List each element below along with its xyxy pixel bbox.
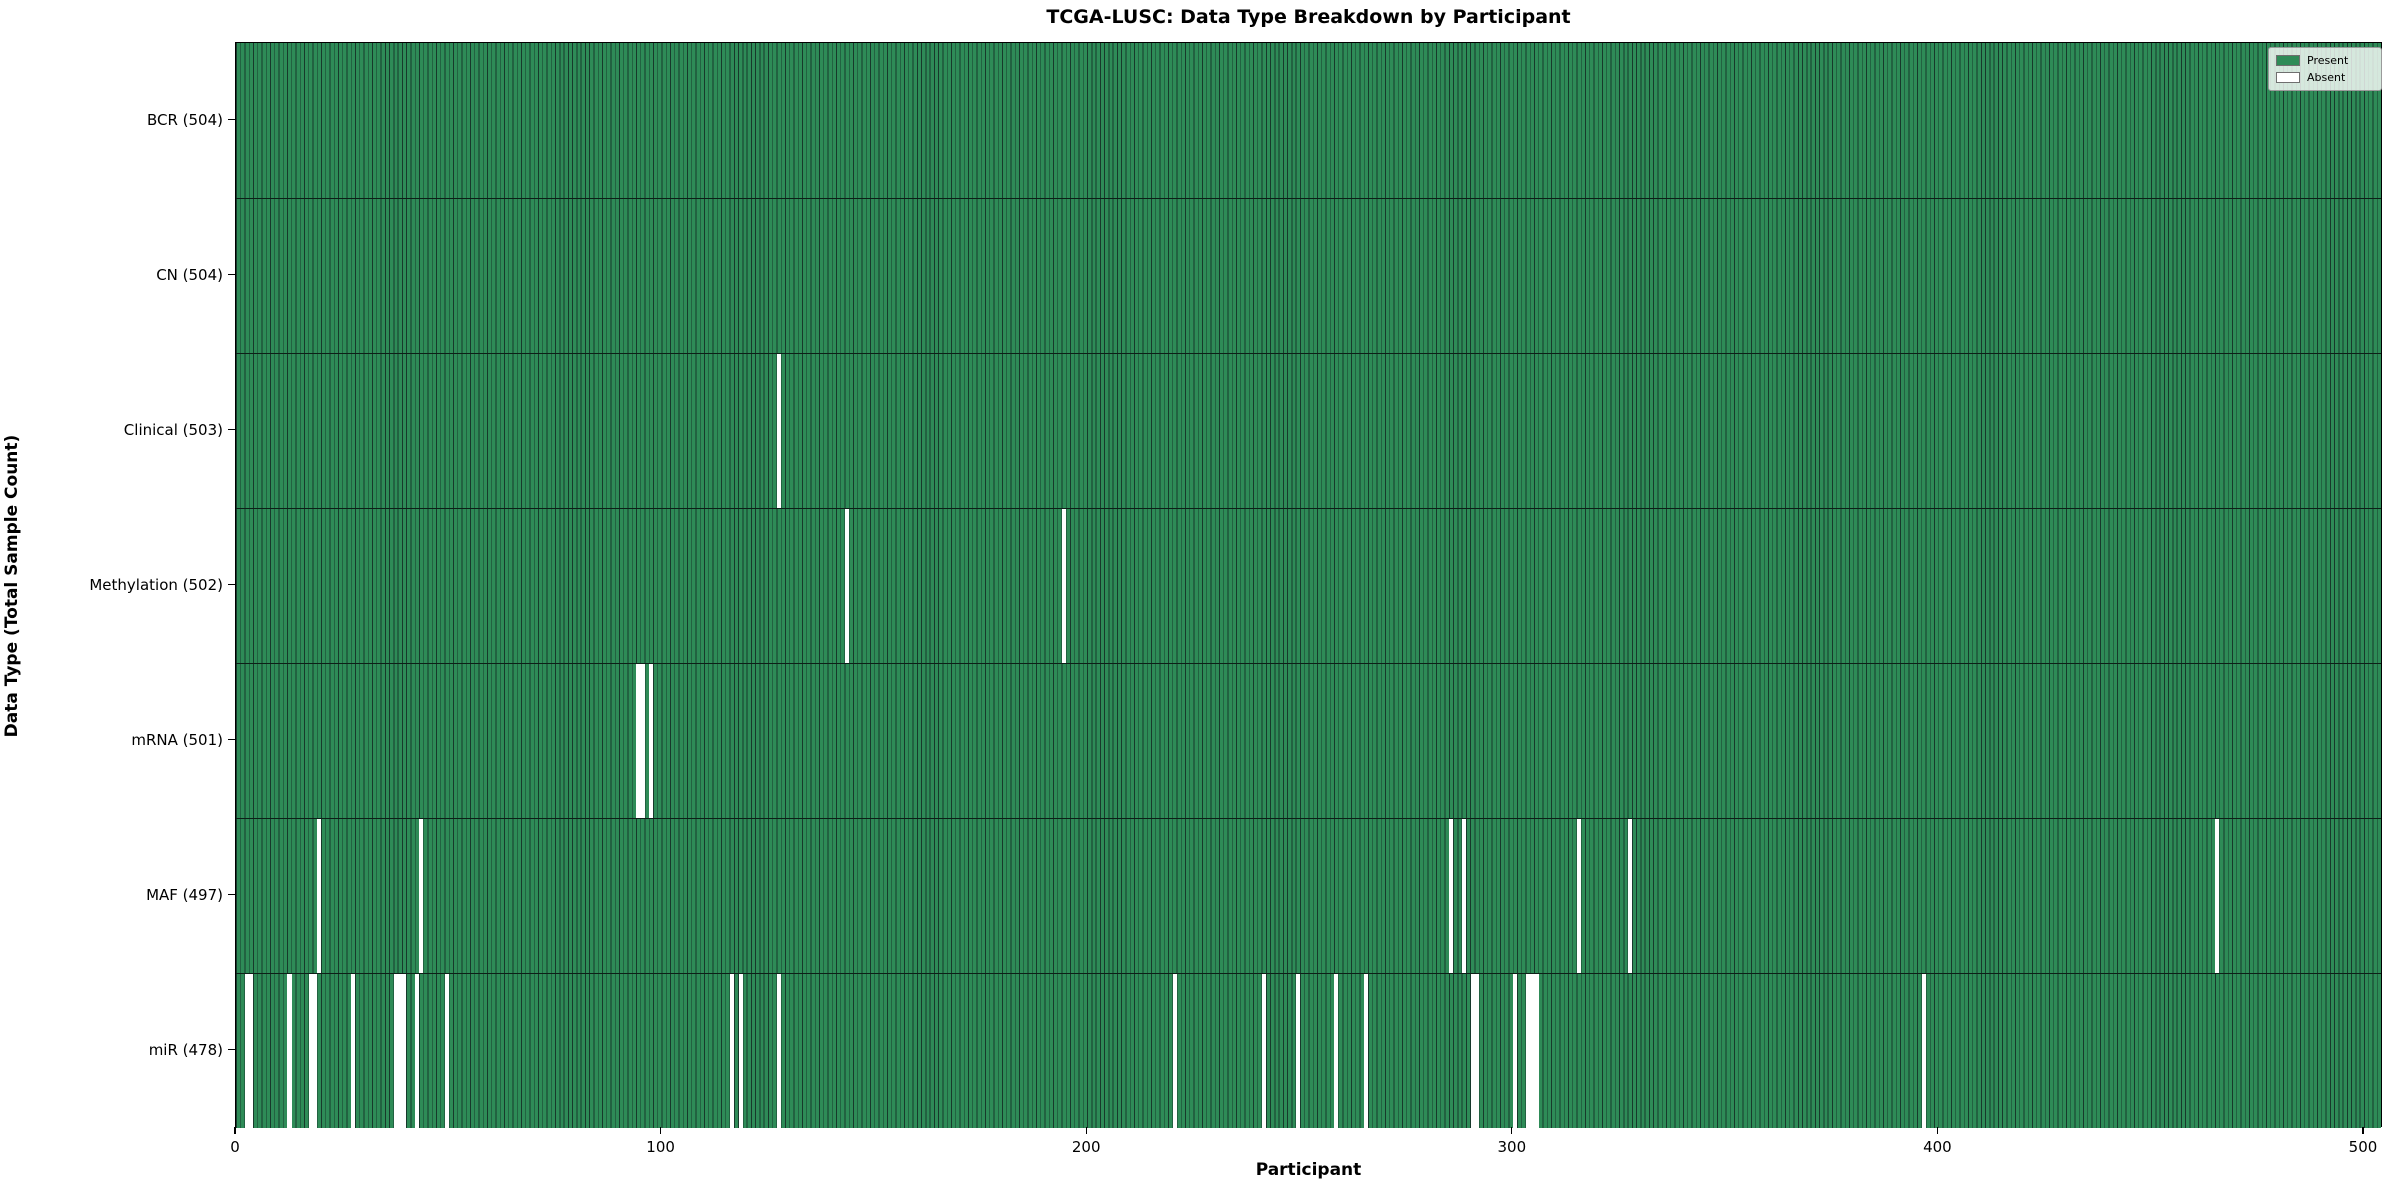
absent-gap: [398, 973, 403, 1128]
data-row: [236, 43, 2381, 198]
absent-gap: [1296, 973, 1301, 1128]
x-axis-label: Participant: [1255, 1160, 1362, 1180]
y-tick-label: Clinical (503): [123, 420, 223, 439]
absent-gap: [1474, 973, 1479, 1128]
row-separator: [236, 663, 2381, 664]
absent-gap: [415, 973, 420, 1128]
legend-label: Present: [2307, 54, 2349, 67]
absent-gap: [351, 973, 356, 1128]
absent-gap: [730, 973, 735, 1128]
absent-gap: [640, 663, 645, 818]
y-tick: [228, 583, 235, 586]
absent-gap: [1577, 818, 1582, 973]
row-separator: [236, 198, 2381, 199]
absent-gap: [1172, 973, 1177, 1128]
absent-gap: [636, 663, 641, 818]
data-row: [236, 973, 2381, 1128]
absent-gap: [2215, 818, 2220, 973]
x-tick: [1085, 1127, 1087, 1134]
y-tick-label: CN (504): [156, 265, 223, 284]
y-tick: [228, 273, 235, 276]
y-tick: [228, 428, 235, 431]
absent-gap: [1513, 973, 1518, 1128]
absent-gap: [313, 973, 318, 1128]
absent-gap: [1062, 508, 1067, 663]
absent-gap: [402, 973, 407, 1128]
x-tick: [1511, 1127, 1513, 1134]
y-tick-label: miR (478): [148, 1040, 223, 1059]
data-row: [236, 353, 2381, 508]
absent-gap: [1364, 973, 1369, 1128]
absent-gap: [649, 663, 654, 818]
row-separator: [236, 818, 2381, 819]
absent-gap: [1462, 818, 1467, 973]
absent-swatch-icon: [2276, 72, 2300, 83]
chart-title: TCGA-LUSC: Data Type Breakdown by Partic…: [1046, 6, 1571, 28]
y-tick-label: BCR (504): [146, 110, 223, 129]
absent-gap: [444, 973, 449, 1128]
x-tick-label: 100: [646, 1138, 675, 1156]
y-tick: [228, 118, 235, 121]
legend-entry-absent: Absent: [2276, 69, 2374, 86]
x-tick-label: 200: [1071, 1138, 1101, 1156]
absent-gap: [317, 818, 322, 973]
absent-gap: [1262, 973, 1267, 1128]
absent-gap: [1334, 973, 1339, 1128]
absent-gap: [1534, 973, 1539, 1128]
absent-gap: [1449, 818, 1454, 973]
absent-gap: [845, 508, 850, 663]
legend-entry-present: Present: [2276, 52, 2374, 69]
x-tick: [659, 1127, 662, 1134]
absent-gap: [1470, 973, 1475, 1128]
absent-gap: [308, 973, 313, 1128]
x-tick-label: 0: [230, 1138, 240, 1156]
x-tick: [2362, 1127, 2364, 1134]
absent-gap: [1525, 973, 1530, 1128]
present-swatch-icon: [2276, 55, 2300, 66]
x-tick: [1936, 1127, 1939, 1134]
row-separator: [236, 353, 2381, 354]
y-tick-label: MAF (497): [146, 885, 223, 904]
data-row: [236, 818, 2381, 973]
row-separator: [236, 973, 2381, 974]
y-tick-label: mRNA (501): [131, 730, 223, 749]
y-tick: [228, 1048, 235, 1051]
x-tick: [234, 1127, 236, 1134]
absent-gap: [776, 353, 781, 508]
absent-gap: [287, 973, 292, 1128]
absent-gap: [244, 973, 249, 1128]
legend: Present Absent: [2268, 47, 2382, 91]
y-tick: [228, 893, 235, 896]
data-row: [236, 508, 2381, 663]
row-separator: [236, 508, 2381, 509]
absent-gap: [738, 973, 743, 1128]
absent-gap: [1530, 973, 1535, 1128]
y-tick: [228, 738, 235, 741]
absent-gap: [1921, 973, 1926, 1128]
x-tick-label: 400: [1923, 1138, 1952, 1156]
data-row: [236, 198, 2381, 353]
legend-label: Absent: [2307, 71, 2346, 84]
absent-gap: [419, 818, 424, 973]
y-tick-label: Methylation (502): [89, 575, 223, 594]
absent-gap: [776, 973, 781, 1128]
data-row: [236, 663, 2381, 818]
absent-gap: [1628, 818, 1633, 973]
x-tick-label: 300: [1497, 1138, 1527, 1156]
plot-area: [235, 42, 2382, 1128]
absent-gap: [393, 973, 398, 1128]
absent-gap: [249, 973, 254, 1128]
x-tick-label: 500: [2348, 1138, 2378, 1156]
